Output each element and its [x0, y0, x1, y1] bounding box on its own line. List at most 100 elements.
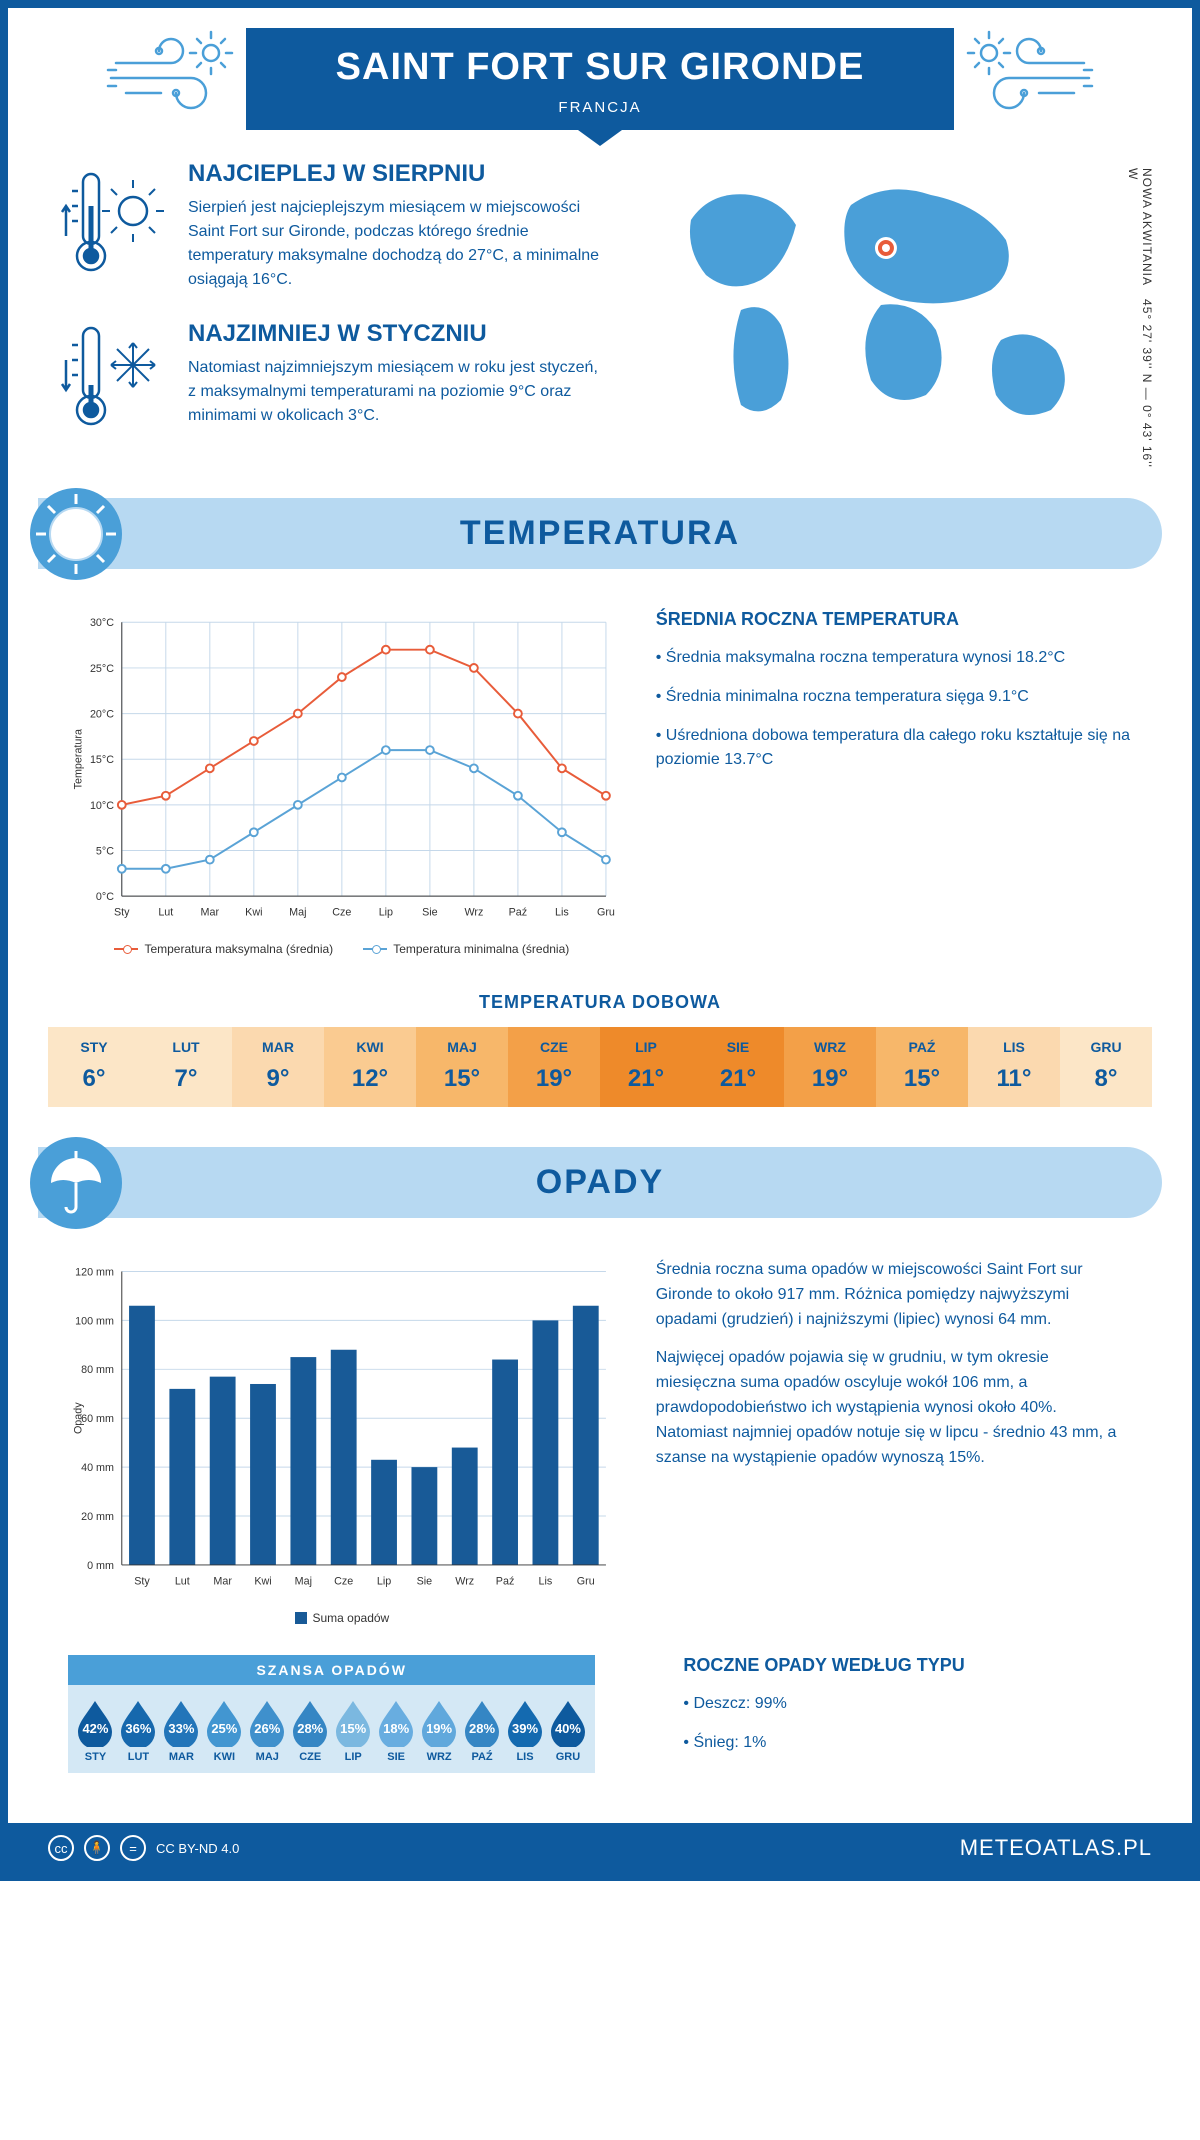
hottest-heading: NAJCIEPLEJ W SIERPNIU: [188, 160, 610, 188]
temperature-title: TEMPERATURA: [38, 514, 1162, 553]
svg-text:Sie: Sie: [417, 1575, 433, 1587]
svg-text:40 mm: 40 mm: [81, 1462, 114, 1474]
temp-cell: LUT7°: [140, 1027, 232, 1107]
svg-text:Wrz: Wrz: [464, 907, 483, 919]
header: SAINT FORT SUR GIRONDE FRANCJA: [8, 8, 1192, 130]
svg-text:Lis: Lis: [555, 907, 569, 919]
temp-cell: LIS11°: [968, 1027, 1060, 1107]
precipitation-bar-chart: 0 mm20 mm40 mm60 mm80 mm100 mm120 mmStyL…: [68, 1258, 616, 1598]
precip-type-b2: • Śnieg: 1%: [683, 1731, 1142, 1756]
svg-text:5°C: 5°C: [96, 845, 114, 857]
rain-drop: 33% MAR: [160, 1697, 203, 1763]
svg-text:Gru: Gru: [597, 907, 615, 919]
svg-text:Kwi: Kwi: [245, 907, 262, 919]
temperature-line-chart: 0°C 5°C 10°C 15°C 20°C 25°C 30°C Sty Lut Mar Kwi Ma…: [68, 609, 616, 929]
temp-cell: MAR9°: [232, 1027, 324, 1107]
daily-temp-table: STY6° LUT7° MAR9° KWI12° MAJ15° CZE19° L…: [48, 1027, 1152, 1107]
temp-cell: WRZ19°: [784, 1027, 876, 1107]
svg-text:Sie: Sie: [422, 907, 438, 919]
svg-text:Cze: Cze: [332, 907, 351, 919]
temp-cell: LIP21°: [600, 1027, 692, 1107]
rain-drop: 15% LIP: [332, 1697, 375, 1763]
precip-type-heading: ROCZNE OPADY WEDŁUG TYPU: [683, 1655, 1142, 1676]
rain-drop: 40% GRU: [546, 1697, 589, 1763]
precip-p2: Najwięcej opadów pojawia się w grudniu, …: [656, 1346, 1132, 1470]
svg-text:Opady: Opady: [73, 1402, 85, 1434]
svg-text:Maj: Maj: [289, 907, 306, 919]
svg-text:Wrz: Wrz: [455, 1575, 474, 1587]
umbrella-icon: [26, 1133, 126, 1233]
by-icon: 🧍: [84, 1835, 110, 1861]
rain-chance-title: SZANSA OPADÓW: [68, 1655, 595, 1685]
world-map: [640, 160, 1142, 440]
wind-icon-left: [106, 28, 246, 118]
svg-text:Mar: Mar: [201, 907, 220, 919]
svg-text:Paź: Paź: [509, 907, 528, 919]
temp-cell: PAŹ15°: [876, 1027, 968, 1107]
daily-temp-title: TEMPERATURA DOBOWA: [8, 992, 1192, 1013]
rain-drop: 25% KWI: [203, 1697, 246, 1763]
svg-text:30°C: 30°C: [90, 617, 114, 629]
bar-chart-legend: Suma opadów: [68, 1611, 616, 1625]
hottest-text: Sierpień jest najcieplejszym miesiącem w…: [188, 196, 610, 292]
svg-text:120 mm: 120 mm: [75, 1266, 114, 1278]
rain-drop: 26% MAJ: [246, 1697, 289, 1763]
svg-text:Temperatura: Temperatura: [73, 729, 85, 789]
svg-text:Lut: Lut: [175, 1575, 190, 1587]
sun-icon: [26, 484, 126, 584]
footer: cc 🧍 = CC BY-ND 4.0 METEOATLAS.PL: [8, 1823, 1192, 1873]
svg-text:10°C: 10°C: [90, 800, 114, 812]
svg-text:Sty: Sty: [114, 907, 130, 919]
svg-text:20 mm: 20 mm: [81, 1511, 114, 1523]
intro-section: NAJCIEPLEJ W SIERPNIU Sierpień jest najc…: [8, 130, 1192, 488]
rain-drop: 36% LUT: [117, 1697, 160, 1763]
rain-drop: 28% PAŹ: [461, 1697, 504, 1763]
wind-icon-right: [954, 28, 1094, 118]
svg-text:Lip: Lip: [379, 907, 393, 919]
license-text: CC BY-ND 4.0: [156, 1841, 239, 1856]
site-name: METEOATLAS.PL: [960, 1835, 1152, 1861]
coordinates: NOWA AKWITANIA 45° 27' 39'' N — 0° 43' 1…: [1126, 168, 1154, 468]
annual-temp-b1: • Średnia maksymalna roczna temperatura …: [656, 646, 1132, 671]
coldest-heading: NAJZIMNIEJ W STYCZNIU: [188, 320, 610, 348]
svg-text:Kwi: Kwi: [254, 1575, 271, 1587]
coldest-text: Natomiast najzimniejszym miesiącem w rok…: [188, 356, 610, 428]
svg-text:15°C: 15°C: [90, 754, 114, 766]
svg-text:20°C: 20°C: [90, 708, 114, 720]
rain-drop: 39% LIS: [504, 1697, 547, 1763]
title-banner: SAINT FORT SUR GIRONDE FRANCJA: [246, 28, 955, 130]
svg-text:Sty: Sty: [134, 1575, 150, 1587]
temperature-section-header: TEMPERATURA: [38, 498, 1162, 569]
line-chart-legend: Temperatura maksymalna (średnia) Tempera…: [68, 942, 616, 956]
nd-icon: =: [120, 1835, 146, 1861]
svg-text:Cze: Cze: [334, 1575, 353, 1587]
rain-drop: 42% STY: [74, 1697, 117, 1763]
rain-drop: 28% CZE: [289, 1697, 332, 1763]
precipitation-section-header: OPADY: [38, 1147, 1162, 1218]
svg-text:Lut: Lut: [158, 907, 173, 919]
svg-text:100 mm: 100 mm: [75, 1315, 114, 1327]
precipitation-title: OPADY: [38, 1163, 1162, 1202]
svg-text:Maj: Maj: [295, 1575, 312, 1587]
svg-text:80 mm: 80 mm: [81, 1364, 114, 1376]
annual-temp-b2: • Średnia minimalna roczna temperatura s…: [656, 685, 1132, 710]
page-title: SAINT FORT SUR GIRONDE: [336, 46, 865, 89]
svg-text:Lis: Lis: [539, 1575, 553, 1587]
precip-type-b1: • Deszcz: 99%: [683, 1692, 1142, 1717]
page-subtitle: FRANCJA: [336, 99, 865, 116]
svg-text:Lip: Lip: [377, 1575, 391, 1587]
svg-text:0°C: 0°C: [96, 891, 114, 903]
svg-text:0 mm: 0 mm: [87, 1560, 114, 1572]
thermometer-hot-icon: [58, 160, 168, 292]
svg-text:25°C: 25°C: [90, 663, 114, 675]
annual-temp-b3: • Uśredniona dobowa temperatura dla całe…: [656, 724, 1132, 774]
rain-chance-drops: 42% STY 36% LUT 33% MAR 25% KWI: [68, 1685, 595, 1773]
temp-cell: STY6°: [48, 1027, 140, 1107]
temp-cell: MAJ15°: [416, 1027, 508, 1107]
svg-text:Mar: Mar: [213, 1575, 232, 1587]
rain-drop: 18% SIE: [375, 1697, 418, 1763]
temp-cell: GRU8°: [1060, 1027, 1152, 1107]
thermometer-cold-icon: [58, 320, 168, 440]
temp-cell: SIE21°: [692, 1027, 784, 1107]
svg-text:Paź: Paź: [496, 1575, 515, 1587]
